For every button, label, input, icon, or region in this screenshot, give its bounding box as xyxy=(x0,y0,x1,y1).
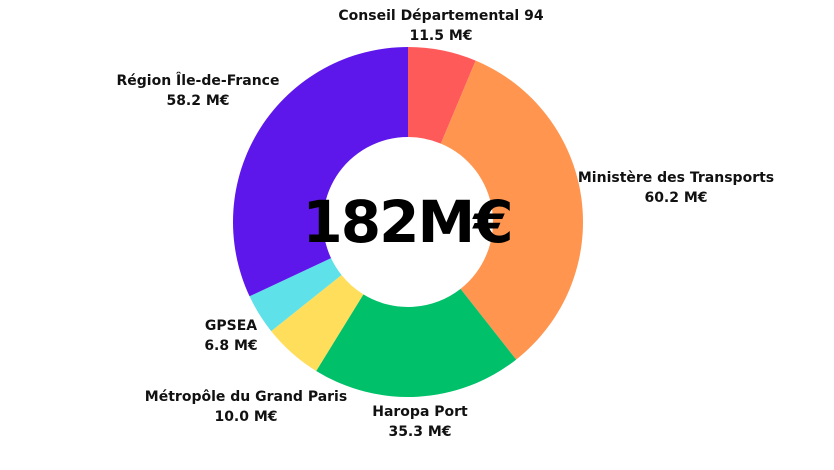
slice-5 xyxy=(232,47,408,297)
slice-value-5: 58.2 M€ xyxy=(166,93,229,109)
slice-label-4: GPSEA xyxy=(205,318,257,334)
donut-slices xyxy=(232,47,583,397)
slice-value-0: 11.5 M€ xyxy=(409,28,472,44)
slice-label-2: Haropa Port xyxy=(372,404,468,420)
center-total-label: 182M€ xyxy=(302,188,511,256)
slice-3 xyxy=(271,274,364,371)
slice-label-5: Région Île-de-France xyxy=(117,72,280,89)
slice-1 xyxy=(440,60,583,360)
slice-4 xyxy=(249,258,342,332)
slice-2 xyxy=(316,288,517,397)
slice-value-2: 35.3 M€ xyxy=(388,424,451,440)
slice-0 xyxy=(408,47,476,144)
slice-labels: Conseil Départemental 94 11.5 M€ Ministère… xyxy=(117,8,775,440)
slice-value-1: 60.2 M€ xyxy=(644,190,707,206)
slice-value-4: 6.8 M€ xyxy=(204,338,257,354)
slice-label-3: Métropôle du Grand Paris xyxy=(145,389,347,405)
slice-label-0: Conseil Départemental 94 xyxy=(338,8,543,24)
slice-value-3: 10.0 M€ xyxy=(214,409,277,425)
slice-label-1: Ministère des Transports xyxy=(578,170,774,186)
